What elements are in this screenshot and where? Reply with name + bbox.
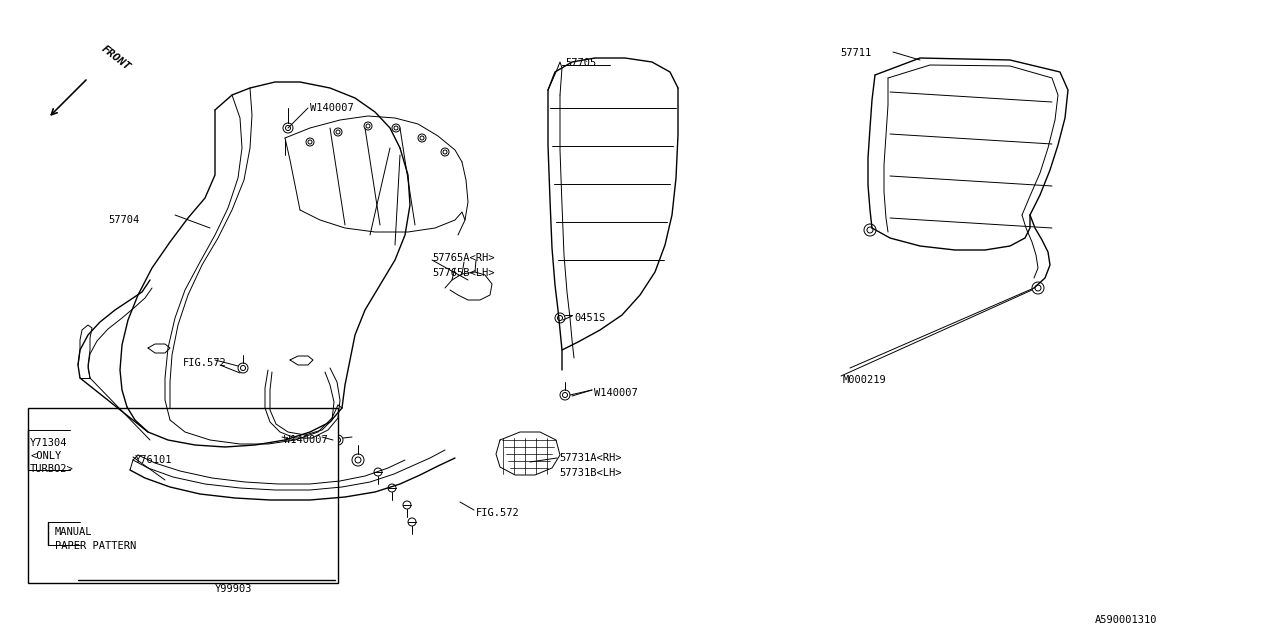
Text: Y71304: Y71304 [29,438,68,448]
Text: 57731A<RH>: 57731A<RH> [559,453,622,463]
Text: 57765B<LH>: 57765B<LH> [433,268,494,278]
Text: FIG.572: FIG.572 [183,358,227,368]
Text: W140007: W140007 [284,435,328,445]
Text: 57765A<RH>: 57765A<RH> [433,253,494,263]
Text: FRONT: FRONT [100,44,133,72]
Text: A590001310: A590001310 [1094,615,1157,625]
Text: W140007: W140007 [310,103,353,113]
Text: 57705: 57705 [564,58,596,68]
Text: 57731B<LH>: 57731B<LH> [559,468,622,478]
Text: <ONLY: <ONLY [29,451,61,461]
Text: MANUAL: MANUAL [55,527,92,537]
Text: 57711: 57711 [840,48,872,58]
Bar [28,408,338,583]
Text: FIG.572: FIG.572 [476,508,520,518]
Text: TURBO2>: TURBO2> [29,464,74,474]
Text: 0451S: 0451S [573,313,605,323]
Text: Y76101: Y76101 [134,455,173,465]
Text: PAPER PATTERN: PAPER PATTERN [55,541,136,551]
Text: Y99903: Y99903 [215,584,252,594]
Text: 57704: 57704 [108,215,140,225]
Text: W140007: W140007 [594,388,637,398]
Text: M000219: M000219 [844,375,887,385]
